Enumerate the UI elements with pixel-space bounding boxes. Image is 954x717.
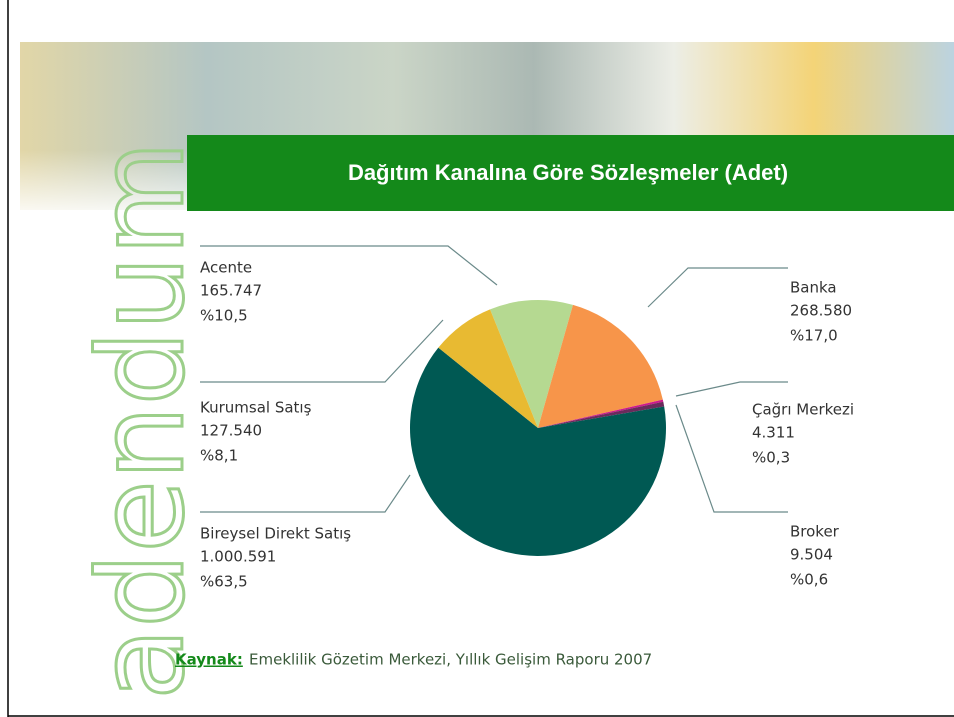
slice-value: 165.747 — [200, 282, 262, 300]
pie-slice — [438, 309, 538, 428]
leader-line — [675, 404, 788, 513]
slice-name: Çağrı Merkezi — [752, 401, 854, 419]
pie-slice — [538, 401, 665, 428]
slice-percent: %63,5 — [200, 573, 248, 591]
pie-slice — [490, 300, 573, 428]
slice-value: 127.540 — [200, 422, 262, 440]
leader-line — [675, 381, 788, 397]
slice-percent: %10,5 — [200, 307, 248, 325]
slice-value: 4.311 — [752, 424, 795, 442]
title-box — [187, 135, 954, 211]
leader-line — [200, 245, 498, 286]
leader-line — [647, 267, 788, 308]
pie-slice — [410, 347, 666, 557]
slice-name: Banka — [790, 279, 837, 297]
slice-value: 9.504 — [790, 546, 833, 564]
banner-fade — [20, 150, 190, 210]
pie-slice — [538, 304, 663, 428]
pie-slice — [538, 399, 664, 428]
slice-name: Kurumsal Satış — [200, 399, 312, 417]
leader-line — [200, 319, 444, 383]
logo: adendum — [72, 141, 210, 700]
slice-value: 268.580 — [790, 302, 852, 320]
source-label: Kaynak: — [175, 651, 243, 669]
source-text: Emeklilik Gözetim Merkezi, Yıllık Gelişi… — [249, 651, 652, 669]
slice-percent: %17,0 — [790, 327, 838, 345]
slice-percent: %0,3 — [752, 449, 790, 467]
slice-percent: %8,1 — [200, 447, 238, 465]
slice-percent: %0,6 — [790, 571, 828, 589]
slice-name: Acente — [200, 259, 252, 277]
slice-name: Bireysel Direkt Satış — [200, 525, 351, 543]
chart-title: Dağıtım Kanalına Göre Sözleşmeler (Adet) — [348, 160, 788, 185]
leader-line — [200, 474, 411, 513]
slice-name: Broker — [790, 523, 840, 541]
slice-value: 1.000.591 — [200, 548, 276, 566]
